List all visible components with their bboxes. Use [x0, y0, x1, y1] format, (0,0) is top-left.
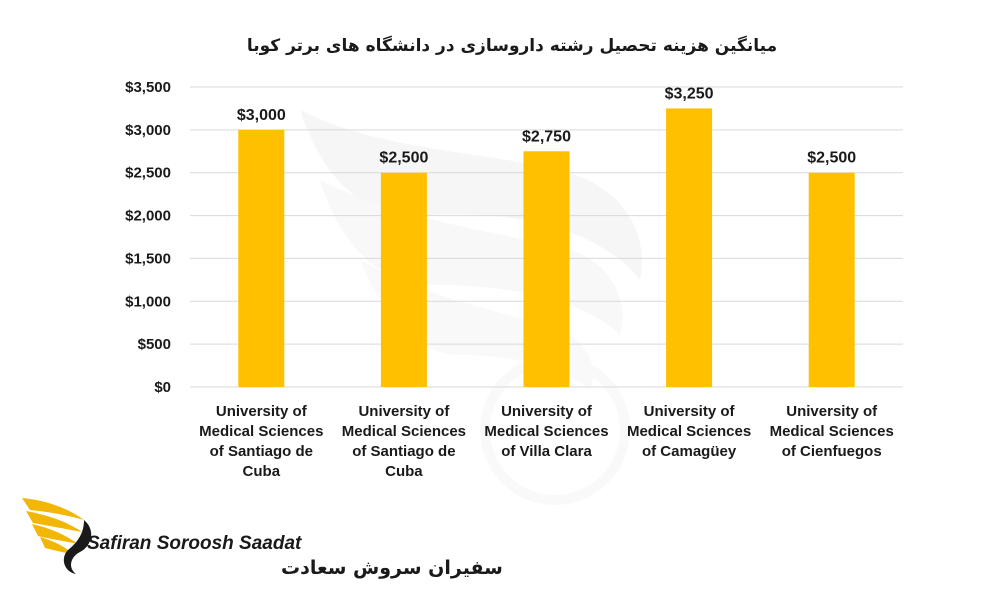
x-tick-label: University of Medical Sciences of Villa Cl…: [484, 403, 608, 460]
brand-logo: Safiran Soroosh Saadat سفیران سروش سعادت: [22, 498, 503, 579]
y-tick-label: $2,000: [125, 208, 171, 225]
y-tick-label: $500: [138, 336, 171, 353]
data-label: $2,750: [522, 128, 571, 145]
y-tick-label: $2,500: [125, 165, 171, 182]
bar: [380, 172, 427, 387]
wing-watermark-icon: [300, 110, 642, 505]
bars: [238, 108, 855, 387]
x-tick-label: University of Medical Sciences of Santiago…: [199, 403, 323, 480]
golden-wing-icon: [22, 498, 92, 574]
data-label: $2,500: [807, 150, 856, 167]
y-tick-label: $0: [154, 379, 171, 396]
bar: [666, 108, 713, 387]
y-tick-label: $3,500: [125, 79, 171, 96]
chart-title: میانگین هزینه تحصیل رشته داروسازی در دان…: [247, 35, 777, 56]
bar: [808, 172, 855, 387]
y-tick-label: $1,500: [125, 250, 171, 267]
x-tick-label: University of Medical Sciences of Camagüey: [627, 403, 751, 460]
data-label: $3,250: [665, 85, 714, 102]
gridlines: [190, 86, 903, 388]
x-tick-label: University of Medical Sciences of Santiago…: [342, 403, 466, 480]
y-tick-label: $3,000: [125, 122, 171, 139]
data-labels: $3,000 $2,500 $2,750 $3,250 $2,500: [237, 85, 856, 166]
brand-name-en: Safiran Soroosh Saadat: [87, 533, 302, 554]
x-tick-label: University of Medical Sciences of Cienfueg…: [770, 403, 894, 460]
y-axis: $0 $500 $1,000 $1,500 $2,000 $2,500 $3,000 $3,5…: [125, 79, 171, 396]
x-axis: University of Medical Sciences of Santiago…: [199, 403, 894, 480]
bar: [523, 151, 570, 387]
brand-name-fa: سفیران سروش سعادت: [281, 557, 503, 579]
data-label: $3,000: [237, 107, 286, 124]
bar: [238, 129, 285, 387]
data-label: $2,500: [379, 150, 428, 167]
y-tick-label: $1,000: [125, 293, 171, 310]
